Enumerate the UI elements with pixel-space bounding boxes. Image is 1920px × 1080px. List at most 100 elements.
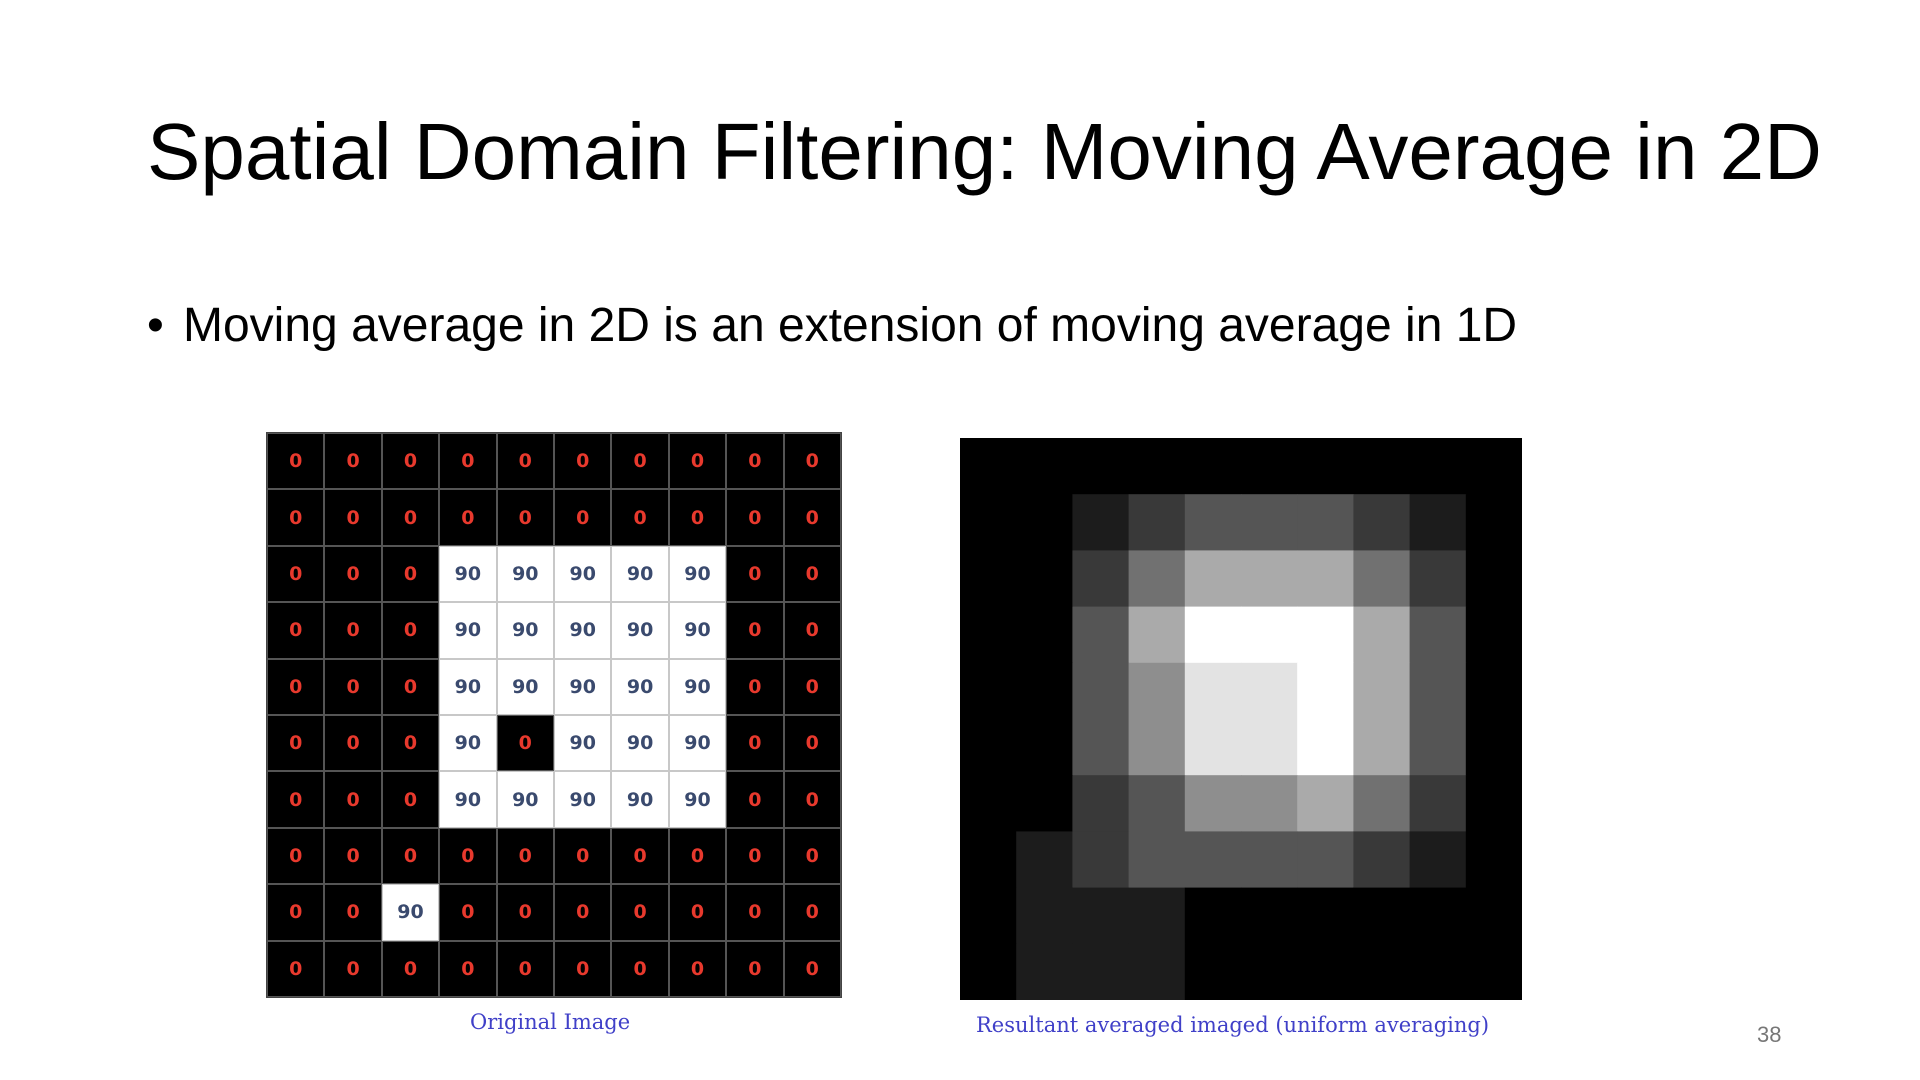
pixel-cell: 0 [324, 771, 382, 828]
pixel-cell: 0 [267, 715, 325, 772]
result-pixel [1128, 438, 1186, 495]
pixel-cell: 90 [668, 771, 727, 828]
result-pixel [1072, 831, 1130, 889]
result-pixel [960, 494, 1017, 551]
result-pixel [1409, 719, 1467, 776]
pixel-cell: 0 [783, 771, 841, 828]
pixel-cell: 0 [381, 715, 440, 772]
result-pixel [1353, 606, 1411, 664]
pixel-cell: 0 [439, 433, 497, 490]
result-pixel [1409, 775, 1467, 832]
pixel-cell: 90 [439, 602, 497, 659]
result-pixel [1241, 494, 1298, 551]
result-pixel [1241, 606, 1298, 664]
pixel-cell: 0 [324, 658, 382, 715]
result-pixel [1016, 494, 1073, 551]
pixel-cell: 90 [439, 771, 497, 828]
pixel-grid: 0 0 0 0 0 0 0 0 0 0 0 0 0 0 0 0 0 0 0 0 0 0 0 90 90 90 90 90 0 0 0 0 0 90… [266, 432, 842, 998]
pixel-cell: 0 [668, 940, 727, 997]
original-image-grid: 0 0 0 0 0 0 0 0 0 0 0 0 0 0 0 0 0 0 0 0 0 0 0 90 90 90 90 90 0 0 0 0 0 90… [266, 432, 842, 998]
pixel-cell: 90 [554, 545, 612, 603]
result-pixel [1128, 550, 1186, 608]
result-pixel [1297, 606, 1354, 664]
result-pixel [1353, 438, 1411, 495]
result-pixel [1409, 606, 1467, 664]
pixel-cell: 0 [726, 658, 784, 715]
pixel-cell: 0 [783, 658, 841, 715]
pixel-cell: 0 [496, 940, 554, 997]
pixel-cell: 0 [783, 884, 841, 941]
page-number: 38 [1757, 1022, 1782, 1047]
result-pixel [1241, 887, 1298, 945]
result-pixel [1409, 550, 1467, 608]
pixel-cell: 90 [554, 771, 612, 828]
result-pixel [1353, 719, 1411, 776]
pixel-cell: 0 [324, 602, 382, 659]
result-pixel [960, 775, 1017, 832]
pixel-cell: 0 [726, 940, 784, 997]
pixel-cell: 0 [611, 433, 669, 490]
result-pixel [1128, 887, 1186, 945]
result-pixel [1016, 831, 1073, 889]
pixel-cell: 0 [668, 433, 727, 490]
result-pixel [960, 831, 1017, 889]
pixel-cell: 0 [324, 715, 382, 772]
result-pixel [960, 662, 1017, 720]
pixel-cell: 0 [783, 489, 841, 546]
pixel-cell: 0 [611, 940, 669, 997]
pixel-cell: 90 [381, 884, 440, 941]
pixel-cell: 0 [267, 827, 325, 885]
result-pixel [1184, 943, 1242, 1000]
result-pixel [1465, 662, 1522, 720]
result-pixel [1241, 662, 1298, 720]
result-pixel [1241, 831, 1298, 889]
result-pixel [1072, 887, 1130, 945]
result-pixel [1072, 550, 1130, 608]
pixel-cell: 0 [381, 771, 440, 828]
result-pixel [1184, 550, 1242, 608]
result-pixel [1353, 494, 1411, 551]
pixel-cell: 90 [611, 602, 669, 659]
bullet-text: Moving average in 2D is an extension of … [183, 299, 1518, 352]
pixel-cell: 0 [496, 715, 554, 772]
pixel-cell: 90 [496, 602, 554, 659]
pixel-cell: 90 [496, 658, 554, 715]
result-pixel [1465, 943, 1522, 1000]
result-pixel [1297, 550, 1354, 608]
result-pixel [1409, 494, 1467, 551]
result-pixel [960, 719, 1017, 776]
pixel-cell: 0 [726, 771, 784, 828]
pixel-cell: 0 [381, 940, 440, 997]
result-pixel [1128, 831, 1186, 889]
pixel-cell: 0 [324, 884, 382, 941]
pixel-cell: 0 [324, 827, 382, 885]
result-pixel [1184, 494, 1242, 551]
pixel-cell: 0 [496, 489, 554, 546]
result-pixel [1465, 831, 1522, 889]
result-pixel [1128, 662, 1186, 720]
pixel-cell: 90 [668, 545, 727, 603]
pixel-cell: 90 [668, 602, 727, 659]
pixel-cell: 0 [783, 715, 841, 772]
result-pixel [1241, 550, 1298, 608]
pixel-cell: 0 [726, 827, 784, 885]
result-pixel [1072, 494, 1130, 551]
result-pixel [1016, 943, 1073, 1000]
result-pixel [1297, 943, 1354, 1000]
result-pixel [960, 887, 1017, 945]
pixel-cell: 0 [554, 884, 612, 941]
result-pixel [1184, 719, 1242, 776]
result-pixel [1297, 831, 1354, 889]
pixel-cell: 90 [611, 771, 669, 828]
pixel-cell: 0 [611, 489, 669, 546]
pixel-cell: 0 [439, 940, 497, 997]
result-pixel [1072, 719, 1130, 776]
slide-title: Spatial Domain Filtering: Moving Average… [147, 107, 1822, 196]
pixel-cell: 90 [439, 545, 497, 603]
result-pixel [1184, 831, 1242, 889]
pixel-cell: 0 [267, 489, 325, 546]
result-pixel [1128, 775, 1186, 832]
pixel-cell: 90 [496, 545, 554, 603]
pixel-cell: 0 [726, 433, 784, 490]
result-pixel [1241, 719, 1298, 776]
